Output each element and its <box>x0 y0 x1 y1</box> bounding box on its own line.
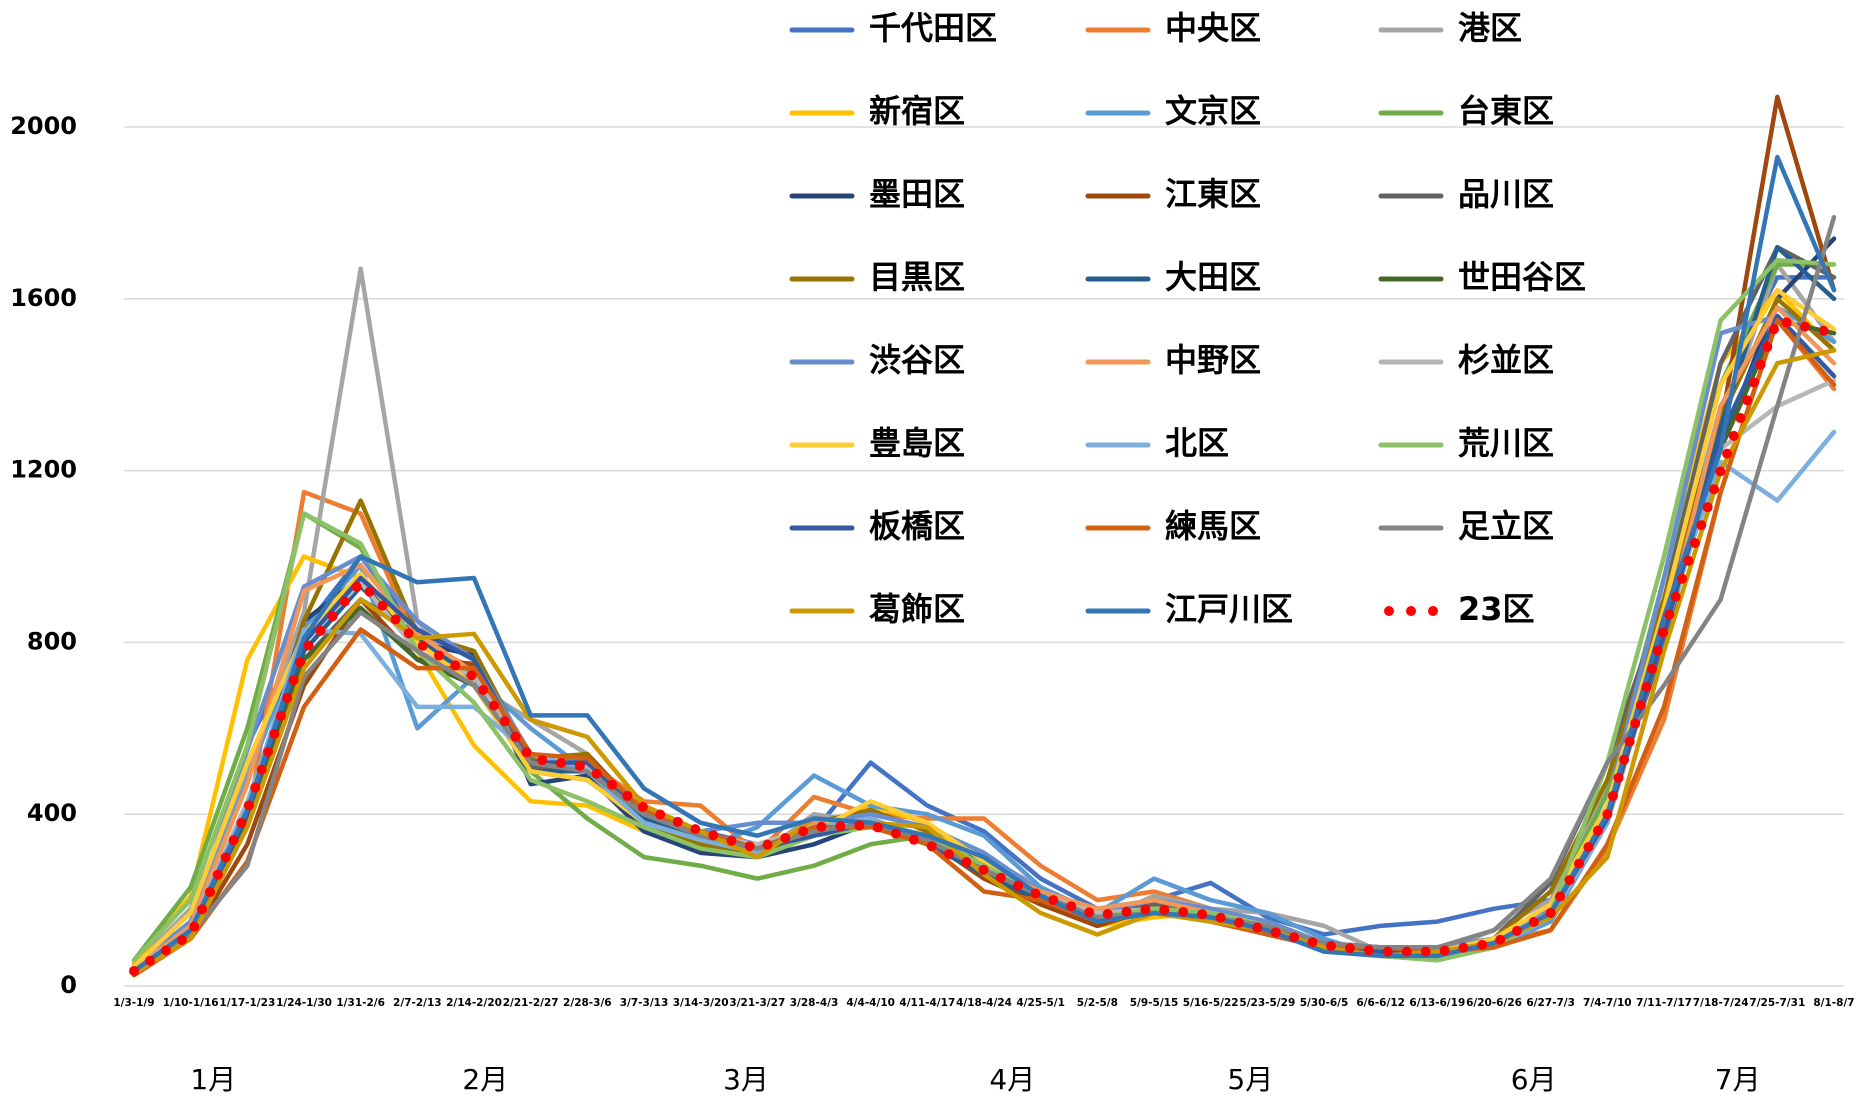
x-tick-label: 1/3-1/9 <box>113 997 154 1009</box>
legend-label: 杉並区 <box>1458 341 1554 379</box>
legend-label: 台東区 <box>1458 92 1554 130</box>
x-tick-label: 7/18-7/24 <box>1693 997 1749 1009</box>
x-tick-label: 4/4-4/10 <box>846 997 895 1009</box>
legend-label: 中央区 <box>1165 9 1261 47</box>
legend-label: 品川区 <box>1458 175 1554 213</box>
month-label: 5月 <box>1227 1063 1273 1096</box>
x-tick-label: 3/7-3/13 <box>620 997 669 1009</box>
legend-label: 練馬区 <box>1165 507 1261 545</box>
legend-label: 北区 <box>1165 424 1229 462</box>
y-tick-label: 2000 <box>10 112 77 140</box>
x-tick-label: 8/1-8/7 <box>1813 997 1854 1009</box>
dotted-series-line <box>129 315 1839 976</box>
x-tick-label: 7/25-7/31 <box>1749 997 1805 1009</box>
legend-label: 世田谷区 <box>1458 258 1586 296</box>
x-tick-label: 5/30-6/5 <box>1300 997 1349 1009</box>
x-tick-label: 6/20-6/26 <box>1466 997 1522 1009</box>
x-tick-label: 3/14-3/20 <box>673 997 729 1009</box>
legend-label: 大田区 <box>1165 258 1261 296</box>
legend-label: 千代田区 <box>869 9 997 47</box>
x-tick-label: 2/14-2/20 <box>446 997 502 1009</box>
x-tick-label: 5/9-5/15 <box>1130 997 1179 1009</box>
x-tick-label: 1/17-1/23 <box>219 997 275 1009</box>
x-tick-label: 6/13-6/19 <box>1409 997 1465 1009</box>
x-tick-label: 2/21-2/27 <box>503 997 559 1009</box>
month-label: 6月 <box>1511 1063 1557 1096</box>
legend-label: 文京区 <box>1165 92 1261 130</box>
legend-label: 荒川区 <box>1458 424 1554 462</box>
x-tick-label: 6/6-6/12 <box>1356 997 1405 1009</box>
x-tick-label: 4/11-4/17 <box>899 997 955 1009</box>
legend-label: 板橋区 <box>869 507 965 545</box>
y-tick-label: 800 <box>27 627 77 655</box>
month-label: 7月 <box>1715 1063 1761 1096</box>
x-tick-label: 3/28-4/3 <box>790 997 839 1009</box>
y-tick-label: 0 <box>60 971 77 999</box>
x-tick-label: 5/2-5/8 <box>1077 997 1118 1009</box>
y-tick-label: 400 <box>27 799 77 827</box>
legend-label: 目黒区 <box>869 258 965 296</box>
month-label: 1月 <box>190 1063 236 1096</box>
legend-label: 江東区 <box>1165 175 1261 213</box>
y-tick-label: 1200 <box>10 456 77 484</box>
legend-label: 港区 <box>1458 9 1522 47</box>
x-tick-label: 2/7-2/13 <box>393 997 442 1009</box>
x-tick-label: 7/11-7/17 <box>1636 997 1692 1009</box>
series-line <box>131 318 1837 978</box>
legend-label: 23区 <box>1458 590 1535 628</box>
x-tick-label: 5/23-5/29 <box>1239 997 1295 1009</box>
x-tick-label: 1/24-1/30 <box>276 997 332 1009</box>
month-label: 2月 <box>462 1063 508 1096</box>
legend-label: 新宿区 <box>869 92 965 130</box>
legend-label: 中野区 <box>1165 341 1261 379</box>
series-line <box>131 305 1837 972</box>
legend-label: 渋谷区 <box>869 341 965 379</box>
x-tick-label: 4/25-5/1 <box>1016 997 1065 1009</box>
legend-label: 足立区 <box>1458 507 1554 545</box>
series-line <box>131 287 1837 969</box>
x-tick-label: 7/4-7/10 <box>1583 997 1632 1009</box>
x-tick-label: 3/21-3/27 <box>729 997 785 1009</box>
legend-label: 豊島区 <box>869 424 965 462</box>
x-tick-label: 6/27-7/3 <box>1526 997 1575 1009</box>
legend-label: 葛飾区 <box>869 590 965 628</box>
x-tick-label: 1/31-2/6 <box>336 997 385 1009</box>
x-tick-label: 5/16-5/22 <box>1183 997 1239 1009</box>
month-label: 3月 <box>723 1063 769 1096</box>
month-label: 4月 <box>989 1063 1035 1096</box>
legend-label: 江戸川区 <box>1165 590 1293 628</box>
x-tick-label: 1/10-1/16 <box>163 997 219 1009</box>
x-tick-label: 2/28-3/6 <box>563 997 612 1009</box>
y-tick-label: 1600 <box>10 284 77 312</box>
legend-label: 墨田区 <box>869 175 965 213</box>
x-tick-label: 4/18-4/24 <box>956 997 1012 1009</box>
